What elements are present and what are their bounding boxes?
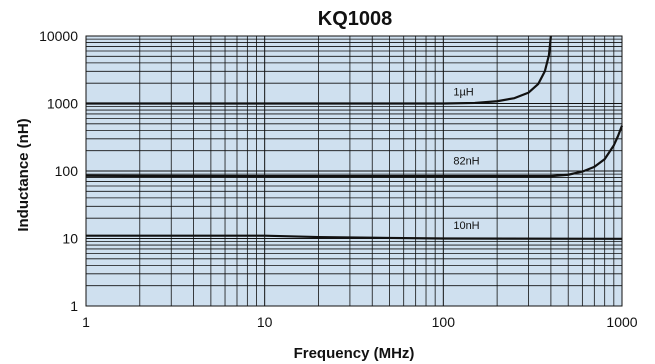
- x-tick-label: 1000: [606, 314, 637, 330]
- series-label: 1µH: [453, 86, 473, 98]
- x-tick-label: 10: [257, 314, 273, 330]
- chart-title: KQ1008: [318, 8, 393, 30]
- series-line: [86, 234, 623, 240]
- x-axis-label: Frequency (MHz): [294, 345, 415, 362]
- series-label: 82nH: [453, 155, 479, 167]
- y-tick-label: 1000: [47, 96, 78, 112]
- series-line: [85, 125, 624, 178]
- y-axis-label: Inductance (nH): [15, 118, 32, 231]
- x-tick-label: 1: [82, 314, 90, 330]
- x-tick-label: 100: [432, 314, 456, 330]
- series-curves: 1µH 82nH 10nH: [85, 35, 624, 240]
- series-label: 10nH: [453, 220, 479, 232]
- y-tick-label: 100: [55, 163, 79, 179]
- plot-frame: [85, 35, 623, 307]
- grid-lines: [85, 36, 622, 307]
- series-line: [86, 35, 552, 105]
- y-tick-label: 10000: [39, 28, 78, 44]
- y-tick-label: 1: [70, 298, 78, 314]
- tick-labels: 1 10 100 1000 1 10 100 1000 10000: [39, 28, 638, 330]
- y-tick-label: 10: [62, 231, 78, 247]
